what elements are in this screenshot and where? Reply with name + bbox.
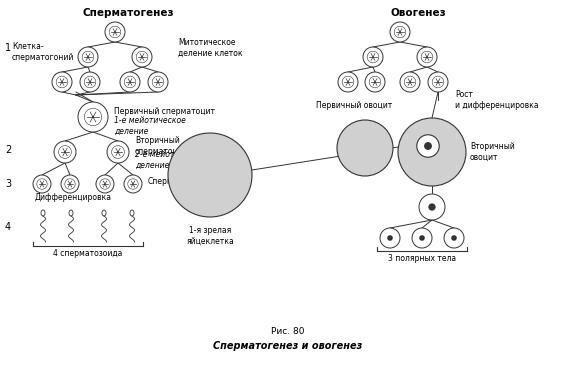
Circle shape xyxy=(148,72,168,92)
Text: 4 сперматозоида: 4 сперматозоида xyxy=(54,249,123,258)
Circle shape xyxy=(105,22,125,42)
Circle shape xyxy=(80,72,100,92)
Circle shape xyxy=(399,31,401,33)
Text: Первичный овоцит: Первичный овоцит xyxy=(316,101,392,111)
Text: Сперматогенез и овогенез: Сперматогенез и овогенез xyxy=(213,341,363,351)
Circle shape xyxy=(390,22,410,42)
Circle shape xyxy=(124,175,142,193)
Circle shape xyxy=(444,228,464,248)
Text: 1-е мейотическое
деление: 1-е мейотическое деление xyxy=(114,116,186,136)
Circle shape xyxy=(78,47,98,67)
Circle shape xyxy=(437,81,439,83)
Circle shape xyxy=(104,184,105,185)
Circle shape xyxy=(132,184,134,185)
Text: Сперматиды: Сперматиды xyxy=(148,178,199,186)
Circle shape xyxy=(338,72,358,92)
Circle shape xyxy=(417,47,437,67)
Text: Вторичный
овоцит: Вторичный овоцит xyxy=(470,142,515,162)
Circle shape xyxy=(52,72,72,92)
Text: Рис. 80: Рис. 80 xyxy=(271,327,305,336)
Circle shape xyxy=(428,72,448,92)
Circle shape xyxy=(96,175,114,193)
Ellipse shape xyxy=(130,210,134,216)
Text: Первичный сперматоцит: Первичный сперматоцит xyxy=(114,108,215,117)
Text: Сперматогенез: Сперматогенез xyxy=(82,8,174,18)
Circle shape xyxy=(54,141,76,163)
Circle shape xyxy=(41,184,43,185)
Text: 1-я зрелая
яйцеклетка: 1-я зрелая яйцеклетка xyxy=(186,226,234,245)
Circle shape xyxy=(387,235,393,241)
Ellipse shape xyxy=(41,210,45,216)
Circle shape xyxy=(92,116,94,118)
Circle shape xyxy=(426,56,428,58)
Text: Овогенез: Овогенез xyxy=(390,8,446,18)
Circle shape xyxy=(89,81,90,83)
Text: Клетка-
сперматогоний: Клетка- сперматогоний xyxy=(12,42,74,62)
Circle shape xyxy=(398,118,466,186)
Circle shape xyxy=(380,228,400,248)
Circle shape xyxy=(417,135,439,157)
Circle shape xyxy=(337,120,393,176)
Circle shape xyxy=(451,235,457,241)
Circle shape xyxy=(107,141,129,163)
Circle shape xyxy=(429,204,435,211)
Text: 2: 2 xyxy=(5,145,12,155)
Circle shape xyxy=(374,81,376,83)
Circle shape xyxy=(347,81,348,83)
Text: 3: 3 xyxy=(5,179,11,189)
Circle shape xyxy=(69,184,71,185)
Circle shape xyxy=(132,47,152,67)
Circle shape xyxy=(88,56,89,58)
Circle shape xyxy=(400,72,420,92)
Circle shape xyxy=(65,151,66,153)
Text: Дифференцировка: Дифференцировка xyxy=(35,194,112,202)
Circle shape xyxy=(410,81,411,83)
Text: Рост
и дифференцировка: Рост и дифференцировка xyxy=(455,90,539,110)
Circle shape xyxy=(120,72,140,92)
Circle shape xyxy=(33,175,51,193)
Text: 3 полярных тела: 3 полярных тела xyxy=(388,254,456,263)
Circle shape xyxy=(168,133,252,217)
Text: 2-е мейотическое
деление: 2-е мейотическое деление xyxy=(135,150,207,170)
Circle shape xyxy=(424,142,432,150)
Circle shape xyxy=(412,228,432,248)
Circle shape xyxy=(78,102,108,132)
Ellipse shape xyxy=(69,210,73,216)
Circle shape xyxy=(61,175,79,193)
Circle shape xyxy=(363,47,383,67)
Circle shape xyxy=(419,194,445,220)
Ellipse shape xyxy=(102,210,106,216)
Text: Вторичный
сперматоцит: Вторичный сперматоцит xyxy=(135,136,188,156)
Circle shape xyxy=(118,151,119,153)
Text: 1: 1 xyxy=(5,43,11,53)
Circle shape xyxy=(419,235,425,241)
Circle shape xyxy=(141,56,143,58)
Circle shape xyxy=(114,31,116,33)
Circle shape xyxy=(372,56,374,58)
Circle shape xyxy=(61,81,63,83)
Text: Митотическое
деление клеток: Митотическое деление клеток xyxy=(178,38,242,58)
Text: 4: 4 xyxy=(5,222,11,232)
Circle shape xyxy=(129,81,131,83)
Circle shape xyxy=(365,72,385,92)
Circle shape xyxy=(157,81,159,83)
